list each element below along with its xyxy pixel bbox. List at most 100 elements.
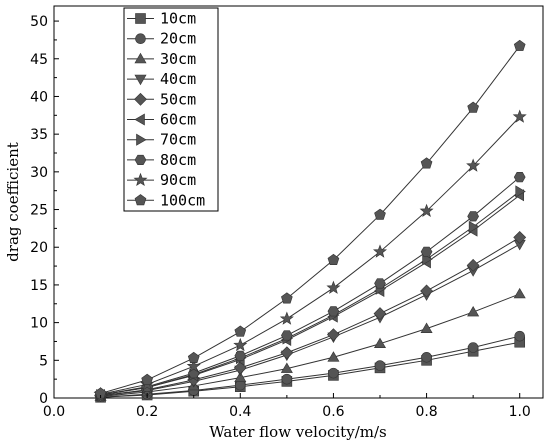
y-tick-label: 35 (30, 127, 48, 143)
series-40cm (94, 239, 526, 402)
y-tick-label: 40 (30, 89, 48, 105)
data-point (374, 278, 386, 289)
data-point (327, 306, 340, 317)
series-20cm (95, 330, 526, 403)
series-10cm (95, 336, 526, 403)
x-axis-title: Water flow velocity/m/s (209, 423, 386, 441)
data-point (467, 342, 479, 353)
plot-frame (53, 5, 544, 399)
data-point (234, 371, 247, 382)
data-point (513, 287, 526, 299)
data-point (467, 101, 479, 113)
legend-label: 50cm (160, 90, 196, 108)
y-tick-label: 5 (39, 353, 48, 369)
data-point (420, 246, 433, 257)
legend-label: 90cm (160, 171, 196, 189)
data-point (280, 362, 293, 373)
series-line (100, 293, 520, 397)
legend-marker (134, 52, 147, 64)
y-tick-label: 50 (30, 14, 48, 30)
legend-marker (134, 154, 147, 165)
series-line (100, 176, 521, 396)
series-line (100, 243, 520, 397)
x-tick-label: 1.0 (509, 404, 531, 420)
series-layer (93, 39, 527, 403)
data-point (468, 220, 480, 233)
series-line (100, 341, 520, 398)
y-axis-title: drag coefficient (4, 142, 22, 262)
series-line (100, 191, 521, 396)
data-point (233, 361, 247, 375)
x-tick-label: 0.2 (136, 404, 158, 420)
data-point (513, 172, 526, 183)
data-point (234, 350, 247, 361)
series-70cm (96, 185, 526, 402)
series-line (100, 237, 520, 397)
data-point (512, 109, 527, 123)
data-point (466, 158, 481, 172)
legend-entry: 60cm (127, 111, 196, 129)
data-point (373, 337, 387, 349)
y-tick-label: 15 (30, 278, 48, 294)
series-60cm (94, 189, 525, 402)
data-point (281, 330, 293, 341)
series-line (100, 194, 521, 396)
legend-entry: 40cm (127, 70, 196, 88)
x-tick-label: 0.6 (322, 404, 344, 420)
data-point (233, 337, 248, 352)
legend-label: 20cm (160, 30, 196, 48)
legend-label: 70cm (160, 131, 196, 149)
legend-entry: 10cm (127, 10, 196, 28)
data-point (328, 367, 339, 379)
data-point (327, 351, 340, 362)
legend-entry: 90cm (127, 171, 196, 189)
axes-layer: 0.0 0.2 0.4 0.6 0.8 1.0 0 5 10 15 20 25 30 35 40 45 50 (30, 14, 531, 420)
x-tick-label: 0.8 (415, 404, 437, 420)
y-tick-label: 45 (30, 52, 48, 68)
series-line (100, 45, 521, 394)
legend-label: 100cm (160, 191, 205, 209)
data-point (280, 346, 294, 360)
data-point (420, 157, 433, 169)
y-tick-label: 20 (30, 240, 48, 256)
data-point (467, 211, 479, 222)
legend-entry: 100cm (127, 191, 205, 209)
data-point (187, 368, 200, 379)
data-point (467, 305, 480, 317)
data-point (234, 325, 247, 337)
legend-label: 10cm (160, 10, 196, 28)
legend-entry: 70cm (127, 131, 196, 149)
legend-marker (134, 113, 145, 126)
y-tick-label: 25 (30, 203, 48, 219)
legend-marker (134, 194, 147, 206)
data-point (374, 360, 386, 371)
data-point (94, 387, 107, 399)
legend-label: 80cm (160, 151, 196, 169)
data-point (373, 244, 387, 258)
legend-label: 40cm (160, 70, 196, 88)
data-point (327, 253, 340, 266)
data-point (513, 39, 526, 51)
series-100cm (94, 39, 526, 399)
x-tick-label: 0.4 (229, 404, 251, 420)
data-point (374, 208, 386, 220)
y-tick-label: 10 (30, 316, 48, 332)
legend-label: 60cm (160, 111, 196, 129)
legend-entry: 20cm (127, 30, 196, 48)
data-point (373, 307, 387, 320)
legend-marker (135, 33, 146, 45)
legend-entry: 30cm (127, 50, 196, 68)
data-point (326, 280, 341, 294)
series-line (100, 335, 520, 398)
legend-marker (136, 133, 147, 146)
legend-entry: 50cm (127, 90, 196, 108)
data-point (420, 322, 433, 333)
series-30cm (94, 287, 526, 401)
data-point (281, 292, 293, 304)
data-point (514, 330, 526, 342)
y-tick-label: 30 (30, 165, 48, 181)
data-point (187, 351, 200, 364)
legend-marker (133, 172, 148, 187)
data-point (515, 185, 526, 198)
